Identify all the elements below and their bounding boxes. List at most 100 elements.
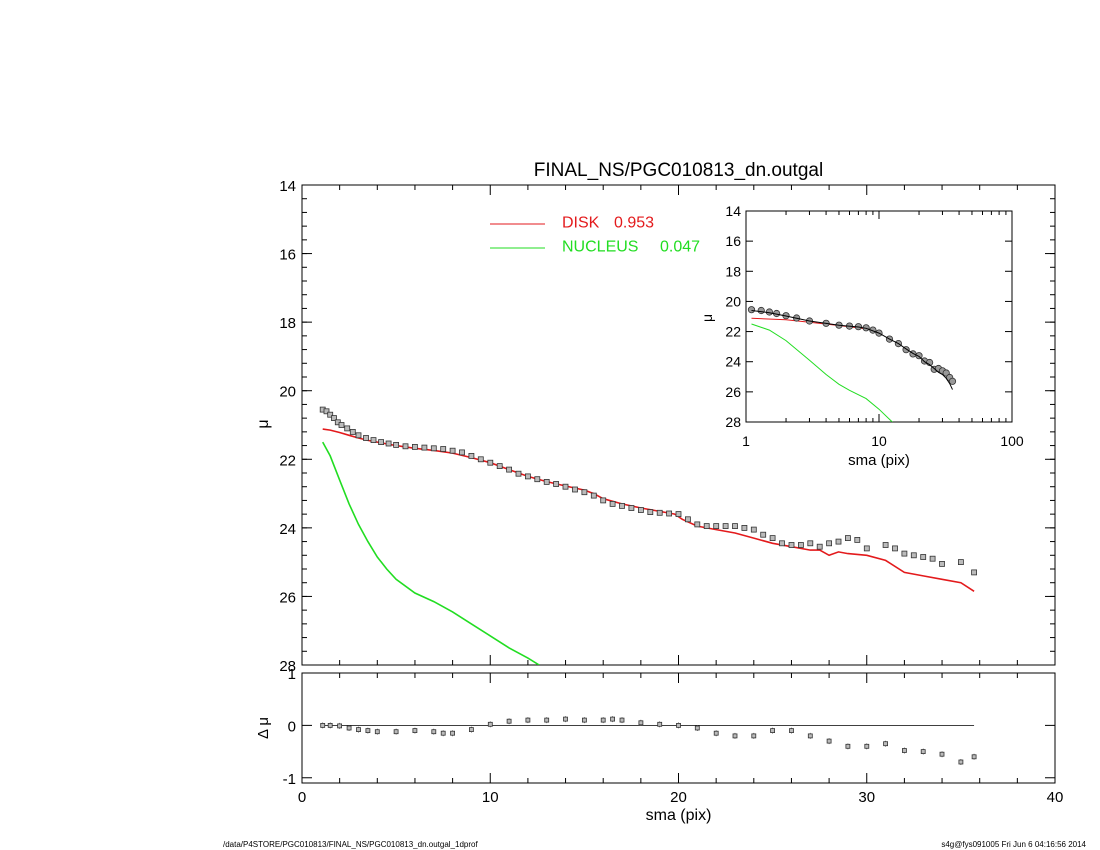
residual-point-marker — [676, 723, 681, 728]
footer-file-path: /data/P4STORE/PGC010813/FINAL_NS/PGC0108… — [223, 840, 478, 849]
inset-model-line — [751, 310, 953, 390]
inset-y-tick-label: 22 — [725, 324, 741, 340]
data-point-marker — [477, 456, 484, 463]
main-y-tick-label: 18 — [279, 315, 296, 332]
residual-point-marker — [374, 729, 380, 735]
data-point-marker — [892, 545, 898, 552]
main-y-tick-label: 24 — [279, 521, 296, 538]
residual-point-marker — [431, 729, 437, 735]
residual-point-marker — [525, 717, 531, 723]
residual-point-marker — [619, 717, 625, 723]
inset-data-marker — [747, 306, 756, 314]
residual-x-tick-label: 30 — [858, 789, 875, 806]
residual-point-marker — [610, 716, 615, 722]
residual-point-marker — [356, 727, 361, 732]
inset-x-axis-label: sma (pix) — [848, 452, 910, 469]
data-point-marker — [430, 445, 437, 452]
residual-x-axis-label: sma (pix) — [646, 807, 712, 824]
legend-label: NUCLEUS — [562, 239, 638, 256]
inset-y-tick-label: 24 — [725, 354, 741, 370]
data-point-marker — [722, 523, 729, 529]
residual-point-marker — [563, 716, 568, 722]
data-point-marker — [378, 439, 385, 446]
inset-y-axis-label: μ — [699, 314, 715, 322]
data-point-marker — [939, 561, 945, 567]
data-point-marker — [863, 545, 870, 552]
data-point-marker — [656, 509, 663, 516]
residual-point-marker — [337, 723, 343, 729]
residual-point-marker — [732, 733, 738, 739]
data-point-marker — [929, 555, 936, 562]
data-point-marker — [971, 569, 977, 576]
inset-x-tick-label: 1 — [742, 433, 750, 449]
data-point-marker — [385, 440, 392, 447]
residual-point-marker — [544, 717, 550, 723]
residual-point-marker — [713, 730, 719, 736]
residual-point-marker — [845, 743, 851, 749]
residual-point-marker — [939, 751, 945, 757]
data-point-marker — [901, 550, 908, 557]
residual-point-marker — [920, 749, 926, 754]
data-point-marker — [816, 543, 823, 550]
residual-point-marker — [327, 723, 333, 728]
residual-point-marker — [958, 759, 964, 765]
data-point-marker — [807, 540, 814, 547]
data-point-marker — [323, 408, 330, 415]
data-point-marker — [468, 452, 475, 459]
residual-point-marker — [468, 727, 474, 732]
residual-point-marker — [600, 717, 606, 723]
data-point-marker — [581, 489, 588, 496]
residual-y-axis-label: Δ μ — [255, 717, 272, 739]
residual-point-marker — [487, 721, 493, 727]
data-point-marker — [572, 486, 578, 493]
data-point-marker — [609, 500, 616, 507]
data-point-marker — [515, 470, 522, 477]
data-point-marker — [327, 411, 334, 418]
main-y-tick-label: 26 — [279, 589, 296, 606]
inset-y-tick-label: 28 — [725, 414, 741, 430]
residual-point-marker — [826, 738, 832, 744]
chart-title: FINAL_NS/PGC010813_dn.outgal — [534, 160, 823, 181]
data-point-marker — [732, 523, 738, 529]
legend-value: 0.047 — [660, 239, 700, 256]
data-point-marker — [619, 502, 625, 509]
residual-y-tick-label: 0 — [288, 718, 296, 735]
residual-point-marker — [412, 728, 418, 733]
data-point-marker — [882, 542, 889, 548]
residual-point-marker — [789, 728, 794, 733]
inset-x-tick-label: 10 — [871, 433, 887, 449]
data-point-marker — [402, 443, 409, 450]
inset-y-tick-label: 16 — [725, 233, 741, 249]
data-point-marker — [958, 559, 964, 565]
data-point-marker — [349, 428, 356, 435]
data-point-marker — [600, 497, 607, 504]
data-point-marker — [355, 432, 362, 439]
main-y-tick-label: 28 — [279, 658, 296, 675]
data-point-marker — [845, 535, 851, 541]
data-point-marker — [393, 441, 400, 448]
residual-point-marker — [883, 741, 888, 747]
residual-point-marker — [506, 718, 512, 724]
data-point-marker — [534, 476, 541, 483]
data-point-marker — [496, 463, 503, 470]
data-point-marker — [338, 422, 345, 428]
nucleus-profile-line — [321, 441, 540, 665]
residual-point-marker — [638, 720, 644, 726]
inset-nucleus-line — [751, 323, 893, 422]
data-point-marker — [506, 466, 513, 473]
data-point-marker — [553, 481, 559, 487]
data-point-marker — [331, 415, 337, 422]
data-point-marker — [638, 507, 644, 513]
data-point-marker — [411, 443, 418, 450]
inset-y-tick-label: 26 — [725, 384, 741, 400]
data-point-marker — [769, 535, 776, 541]
inset-x-tick-label: 100 — [1000, 433, 1024, 449]
residual-x-tick-label: 0 — [298, 789, 306, 806]
legend-label: DISK — [562, 215, 600, 232]
data-point-marker — [628, 505, 635, 511]
data-point-marker — [920, 554, 927, 560]
data-point-marker — [647, 509, 654, 516]
data-point-marker — [760, 531, 767, 538]
residual-point-marker — [393, 729, 399, 735]
